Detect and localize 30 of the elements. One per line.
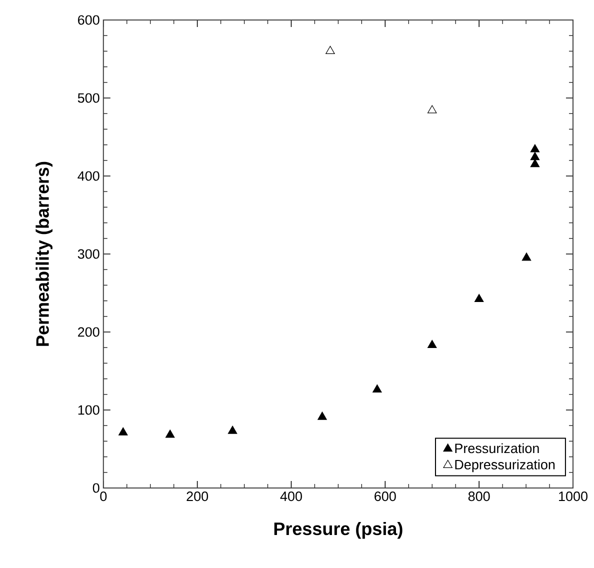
y-tick-label: 500 (78, 93, 100, 103)
point (530, 152, 540, 160)
point (165, 430, 175, 438)
x-tick-label: 200 (186, 492, 208, 502)
x-axis-title: Pressure (psia) (274, 522, 402, 539)
point (522, 252, 532, 261)
point (318, 412, 327, 420)
point (427, 105, 437, 114)
point (372, 384, 382, 393)
y-tick-label: 300 (78, 249, 100, 259)
point (474, 294, 484, 302)
x-tick-label: 800 (468, 492, 490, 502)
y-tick-label: 100 (78, 405, 100, 415)
point (530, 159, 540, 168)
y-axis-title: Permeability (barrers) (36, 162, 52, 346)
y-tick-label: 400 (78, 171, 100, 181)
point (427, 340, 437, 348)
point (530, 144, 540, 152)
x-tick-label: 600 (374, 492, 396, 502)
point (118, 427, 128, 436)
y-tick-label: 600 (78, 15, 100, 25)
y-tick-label: 200 (78, 327, 100, 337)
y-tick-label: 0 (92, 483, 100, 493)
point (228, 426, 238, 434)
x-tick-label: 0 (100, 492, 107, 502)
x-tick-label: 400 (280, 492, 302, 502)
x-tick-label: 1000 (559, 492, 588, 502)
legend-label: Pressurization (455, 443, 539, 454)
legend-label: Depressurization (455, 460, 555, 472)
point (326, 46, 335, 54)
